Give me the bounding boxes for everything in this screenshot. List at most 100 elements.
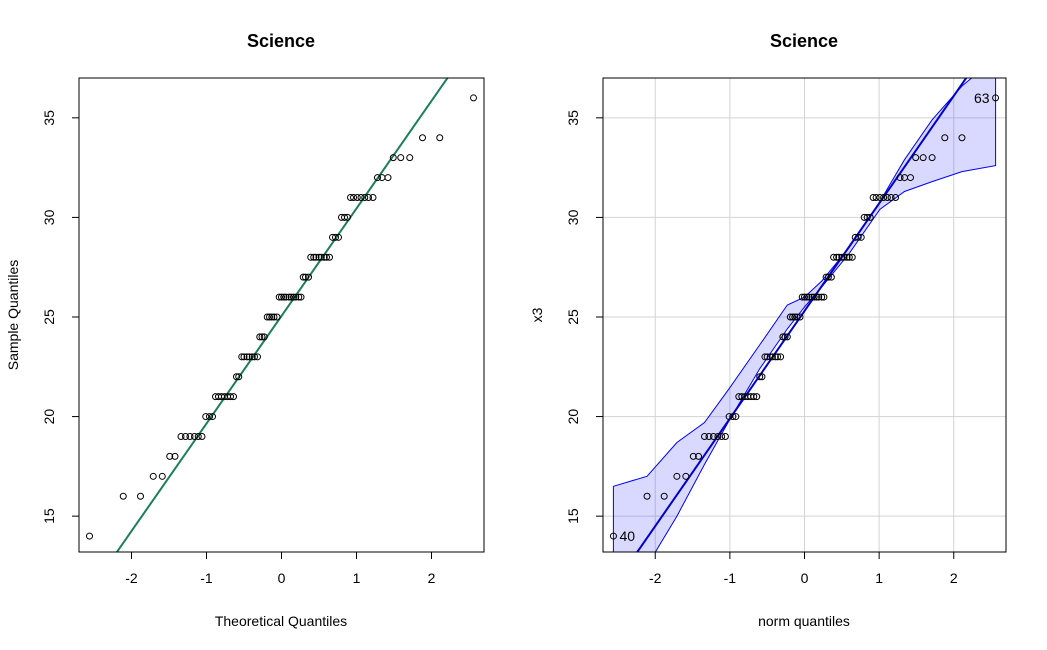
- reference-line: [636, 78, 968, 552]
- data-point: [689, 452, 697, 460]
- x-tick-label: 1: [353, 570, 361, 586]
- y-tick-label: 15: [41, 508, 57, 524]
- data-point: [233, 373, 240, 381]
- data-point: [958, 134, 966, 142]
- data-point: [725, 413, 733, 421]
- data-point: [312, 253, 320, 261]
- data-point: [709, 432, 717, 440]
- right-x-axis-label: norm quantiles: [758, 613, 850, 629]
- data-point: [729, 413, 737, 421]
- left-axes: -2 -1 0 1 2 15 20 25 30 35: [41, 110, 436, 586]
- right-chart-title: Science: [770, 31, 838, 51]
- data-point: [209, 413, 216, 421]
- data-point: [344, 213, 351, 221]
- right-plot-area: 40 63: [609, 78, 1000, 552]
- right-plot-frame: [602, 77, 1007, 553]
- data-point: [194, 432, 202, 440]
- data-point: [843, 253, 851, 261]
- y-tick-label: 30: [41, 209, 57, 225]
- data-point: [892, 193, 900, 201]
- data-point: [818, 293, 826, 301]
- point-label: 63: [974, 90, 990, 106]
- data-point: [810, 293, 818, 301]
- data-point: [310, 253, 318, 261]
- data-point: [275, 293, 283, 301]
- data-point: [732, 413, 740, 421]
- data-point: [137, 492, 144, 500]
- data-point: [872, 193, 880, 201]
- data-point: [206, 413, 213, 421]
- x-tick-label: -2: [649, 570, 662, 586]
- data-point: [285, 293, 293, 301]
- data-point: [992, 94, 1000, 102]
- data-point: [824, 273, 832, 281]
- data-point: [119, 492, 127, 500]
- x-tick-label: -2: [125, 570, 138, 586]
- data-point: [835, 253, 843, 261]
- left-chart-title: Science: [247, 31, 315, 51]
- data-point: [801, 293, 808, 301]
- data-point: [378, 174, 386, 182]
- data-point: [812, 293, 820, 301]
- data-point: [822, 273, 830, 281]
- data-point: [305, 273, 312, 281]
- point-label: 40: [619, 528, 635, 544]
- data-point: [808, 293, 816, 301]
- data-point: [397, 154, 405, 162]
- data-point: [326, 253, 333, 261]
- left-plot-frame: [78, 77, 485, 553]
- data-point: [771, 353, 779, 361]
- data-point: [292, 293, 300, 301]
- data-point: [353, 193, 361, 201]
- data-point: [854, 233, 862, 241]
- data-point: [928, 154, 936, 162]
- data-point: [198, 432, 206, 440]
- data-point: [270, 313, 278, 321]
- data-point: [268, 313, 276, 321]
- data-point: [287, 293, 295, 301]
- right-y-axis-label: x3: [529, 307, 545, 322]
- data-point: [941, 134, 949, 142]
- data-point: [682, 472, 690, 480]
- data-point: [840, 253, 848, 261]
- data-point: [673, 472, 681, 480]
- left-x-axis-label: Theoretical Quantiles: [215, 613, 347, 629]
- data-point: [369, 193, 377, 201]
- data-point: [820, 293, 828, 301]
- y-tick-label: 35: [565, 110, 581, 126]
- data-point: [238, 353, 246, 361]
- data-point: [419, 134, 426, 142]
- data-point: [763, 353, 771, 361]
- data-point: [258, 333, 266, 341]
- data-point: [436, 134, 444, 142]
- left-qq-panel: Science -2 -1 0 1 2 15 20 25 30 35 Theoretical Qu…: [5, 31, 485, 629]
- data-point: [266, 313, 273, 321]
- data-point: [912, 154, 920, 162]
- data-point: [202, 413, 210, 421]
- data-point: [243, 353, 251, 361]
- data-point: [721, 432, 729, 440]
- data-point: [830, 253, 838, 261]
- reference-line: [115, 78, 449, 552]
- data-point: [182, 432, 189, 440]
- data-point: [863, 213, 871, 221]
- data-point: [86, 532, 93, 540]
- data-point: [887, 193, 895, 201]
- data-point: [643, 492, 651, 500]
- data-point: [315, 253, 323, 261]
- data-point: [177, 432, 185, 440]
- data-point: [815, 293, 823, 301]
- data-point: [768, 353, 776, 361]
- data-point: [869, 193, 877, 201]
- data-point: [876, 193, 884, 201]
- data-point: [406, 154, 414, 162]
- data-point: [273, 313, 281, 321]
- data-point: [254, 353, 261, 361]
- data-point: [245, 353, 253, 361]
- data-point: [753, 393, 761, 401]
- data-point: [158, 472, 166, 480]
- data-point: [750, 393, 758, 401]
- data-point: [827, 273, 835, 281]
- left-y-axis-label: Sample Quantiles: [5, 260, 21, 371]
